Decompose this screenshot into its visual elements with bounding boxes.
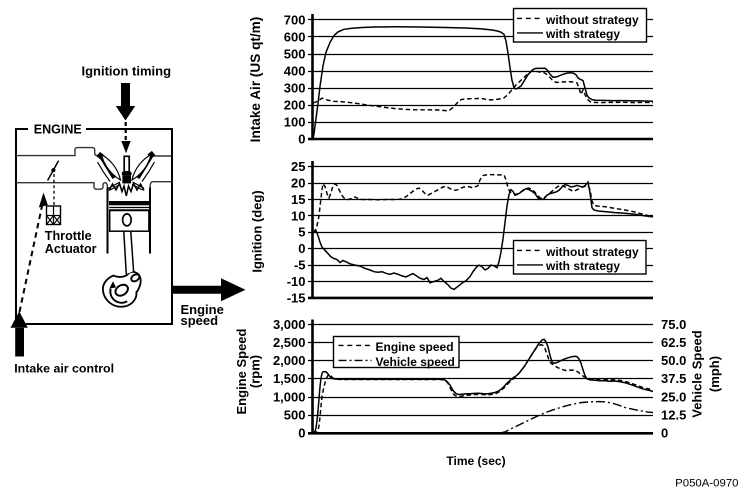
svg-text:0: 0 <box>298 131 305 146</box>
svg-text:50.0: 50.0 <box>661 353 686 368</box>
svg-text:1,000: 1,000 <box>273 389 306 404</box>
svg-text:Engine speed: Engine speed <box>376 340 454 354</box>
svg-text:(rpm): (rpm) <box>248 355 263 388</box>
svg-text:with strategy: with strategy <box>545 259 620 273</box>
svg-text:25: 25 <box>291 159 305 174</box>
svg-text:Time (sec): Time (sec) <box>446 454 505 468</box>
svg-text:700: 700 <box>284 12 306 27</box>
svg-text:Actuator: Actuator <box>45 242 97 256</box>
svg-text:62.5: 62.5 <box>661 335 686 350</box>
svg-text:300: 300 <box>284 80 306 95</box>
svg-text:500: 500 <box>284 46 306 61</box>
svg-text:-5: -5 <box>294 258 306 273</box>
svg-text:-10: -10 <box>287 274 306 289</box>
svg-text:5: 5 <box>298 225 305 240</box>
svg-text:Vehicle speed: Vehicle speed <box>376 355 455 369</box>
svg-text:with strategy: with strategy <box>545 27 620 41</box>
svg-text:15: 15 <box>291 192 305 207</box>
svg-text:Ignition (deg): Ignition (deg) <box>250 190 265 272</box>
svg-text:3,000: 3,000 <box>273 317 306 332</box>
svg-text:without strategy: without strategy <box>545 245 639 259</box>
svg-text:10: 10 <box>291 208 305 223</box>
svg-text:ENGINE: ENGINE <box>34 123 82 137</box>
svg-text:25.0: 25.0 <box>661 389 686 404</box>
svg-text:Vehicle Speed: Vehicle Speed <box>690 330 705 417</box>
svg-text:1,500: 1,500 <box>273 371 306 386</box>
svg-text:400: 400 <box>284 63 306 78</box>
svg-text:12.5: 12.5 <box>661 408 686 423</box>
svg-text:0: 0 <box>661 426 668 441</box>
svg-text:0: 0 <box>298 426 305 441</box>
svg-text:Intake air control: Intake air control <box>14 361 114 375</box>
svg-text:without strategy: without strategy <box>545 13 639 27</box>
svg-text:speed: speed <box>181 313 219 328</box>
svg-text:(mph): (mph) <box>707 356 722 392</box>
svg-text:37.5: 37.5 <box>661 371 686 386</box>
svg-text:P050A-0970: P050A-0970 <box>675 477 738 489</box>
svg-text:100: 100 <box>284 114 306 129</box>
svg-text:20: 20 <box>291 176 305 191</box>
svg-text:2,500: 2,500 <box>273 335 306 350</box>
svg-text:2,000: 2,000 <box>273 353 306 368</box>
svg-text:0: 0 <box>298 241 305 256</box>
svg-text:Intake Air (US qt/m): Intake Air (US qt/m) <box>248 17 263 143</box>
svg-text:600: 600 <box>284 29 306 44</box>
svg-text:200: 200 <box>284 97 306 112</box>
svg-text:Ignition timing: Ignition timing <box>82 64 172 79</box>
svg-text:75.0: 75.0 <box>661 317 686 332</box>
svg-text:Throttle: Throttle <box>45 229 92 243</box>
svg-text:Engine: Engine <box>181 302 224 317</box>
svg-text:500: 500 <box>284 408 306 423</box>
svg-text:-15: -15 <box>287 290 306 305</box>
svg-text:Engine Speed: Engine Speed <box>234 328 249 414</box>
